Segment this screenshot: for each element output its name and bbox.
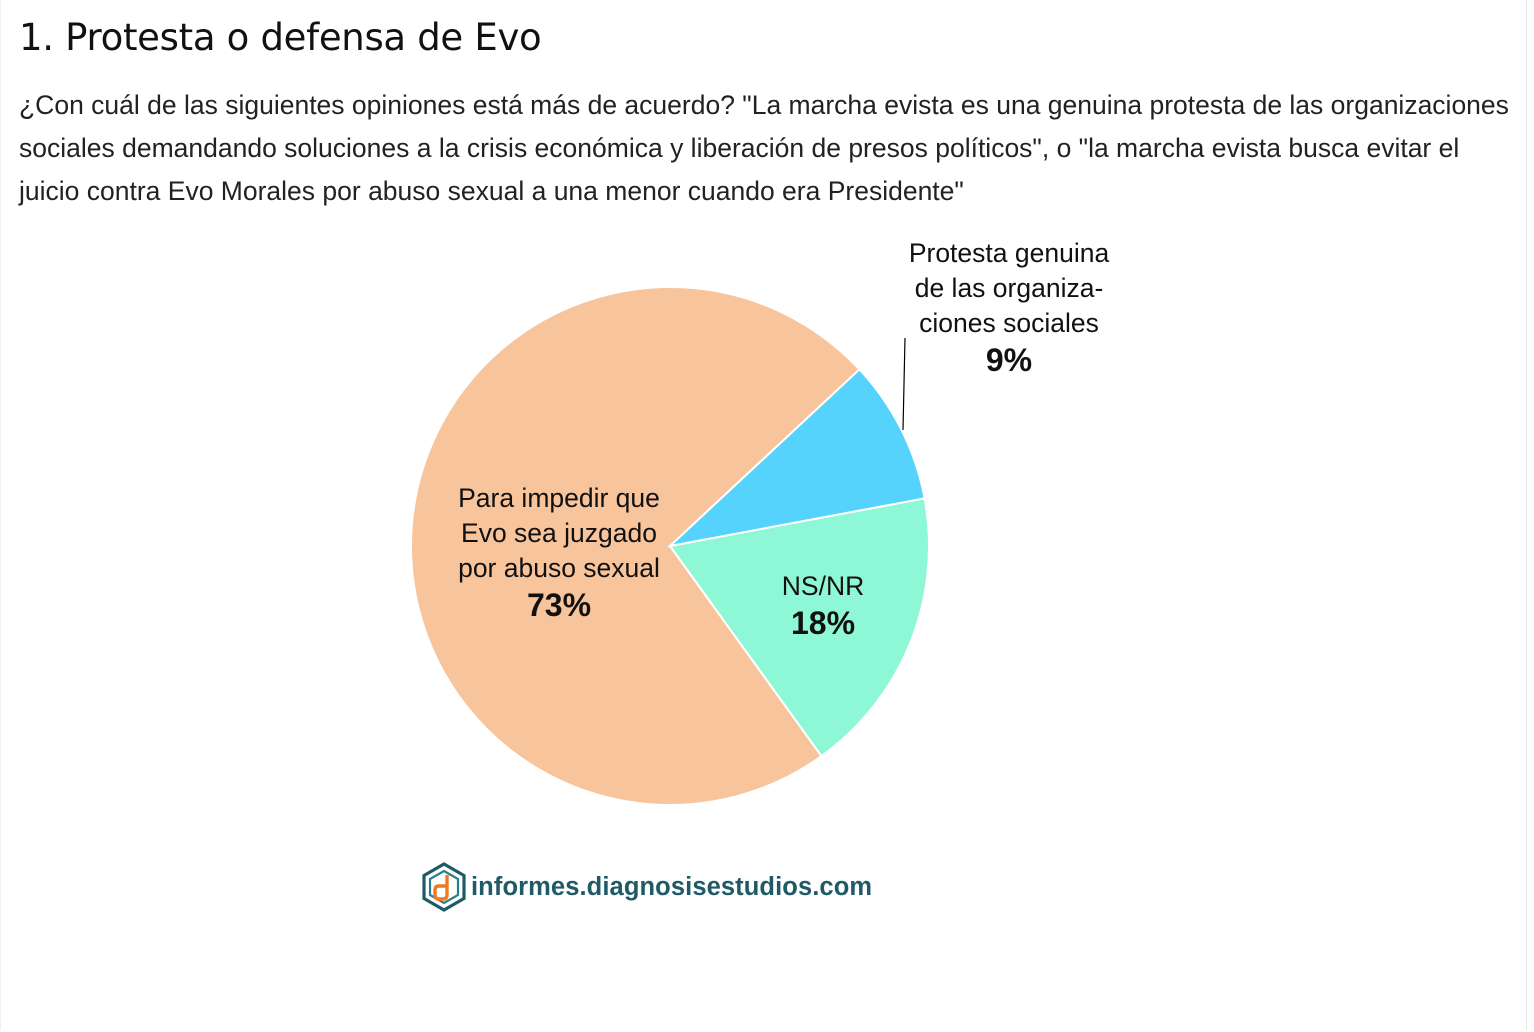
slice-label-2-line-1: de las organiza- <box>915 273 1104 303</box>
slice-value-0: 73% <box>527 587 591 623</box>
diagnosis-logo-icon <box>422 862 466 912</box>
pie-slice-1 <box>668 497 930 758</box>
survey-question: ¿Con cuál de las siguientes opiniones es… <box>19 90 1509 206</box>
slice-label-1-line-0: NS/NR <box>782 571 864 601</box>
pie-slice-2 <box>666 367 926 548</box>
slice-label-0-line-2: por abuso sexual <box>458 553 660 583</box>
slice-label-0-line-0: Para impedir que <box>458 483 660 513</box>
pie-chart: Para impedir que Evo sea juzgado por abuso… <box>410 238 1110 806</box>
slice-label-0-line-1: Evo sea juzgado <box>461 518 657 548</box>
page-title: 1. Protesta o defensa de Evo <box>19 16 542 59</box>
slice-value-2: 9% <box>986 342 1032 378</box>
leader-line-2 <box>902 337 906 431</box>
slice-label-2-line-0: Protesta genuina <box>909 238 1110 268</box>
logo-text: informes.diagnosisestudios.com <box>471 872 873 901</box>
pie-chart-area: Para impedir que Evo sea juzgado por abuso… <box>1 220 1534 940</box>
slice-label-2-line-2: ciones sociales <box>919 308 1099 338</box>
brand-logo[interactable]: informes.diagnosisestudios.com <box>421 862 872 912</box>
pie-slice-0 <box>410 286 861 806</box>
slice-value-1: 18% <box>791 605 855 641</box>
